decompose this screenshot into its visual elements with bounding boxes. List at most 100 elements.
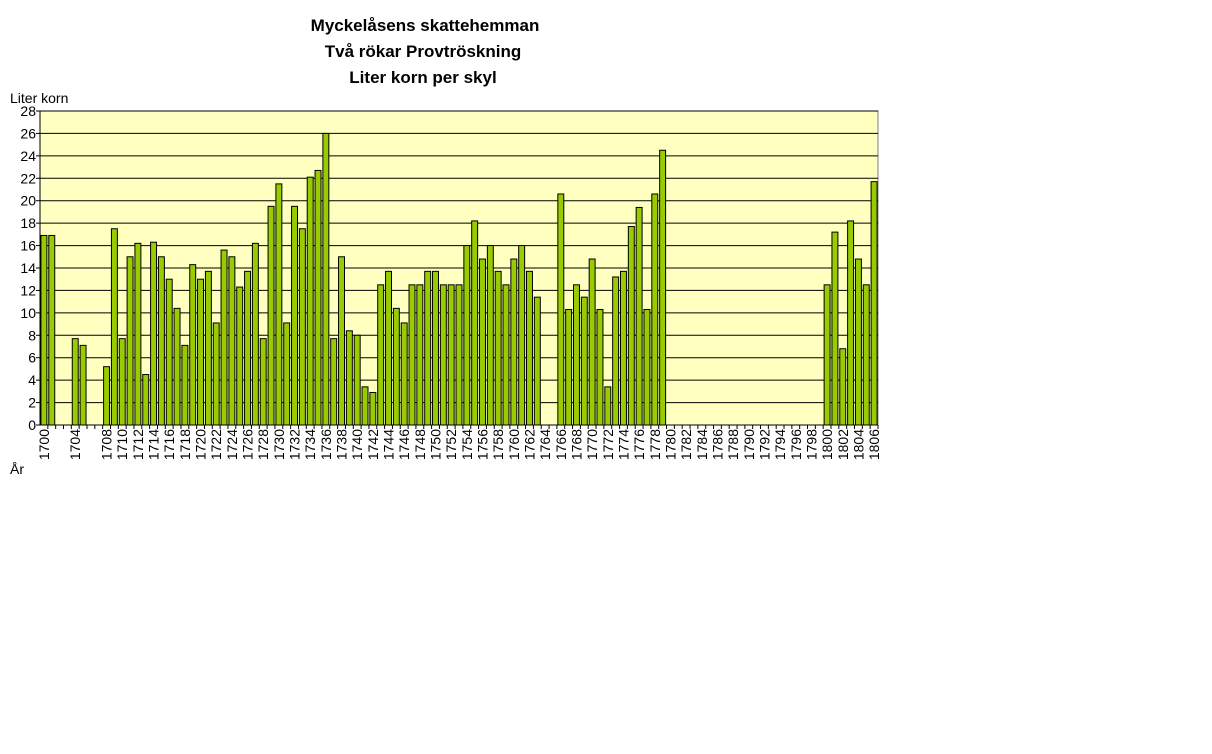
x-tick-label: 1772 xyxy=(600,429,616,460)
y-tick-label: 2 xyxy=(28,395,36,411)
x-tick-label: 1732 xyxy=(287,429,303,460)
bar xyxy=(267,205,275,426)
bar xyxy=(839,348,847,426)
bar xyxy=(173,307,181,426)
bar xyxy=(369,391,377,426)
x-tick-label: 1708 xyxy=(99,429,115,460)
bar xyxy=(71,338,79,426)
x-tick-label: 1778 xyxy=(647,429,663,460)
bar xyxy=(48,234,56,426)
bar xyxy=(330,338,338,426)
x-tick-label: 1774 xyxy=(615,429,631,460)
x-tick-label: 1784 xyxy=(694,429,710,460)
bar xyxy=(251,242,259,426)
x-tick-label: 1786 xyxy=(709,429,725,460)
bar xyxy=(862,284,870,426)
x-tick-label: 1752 xyxy=(443,429,459,460)
bar xyxy=(361,386,369,426)
x-tick-label: 1800 xyxy=(819,429,835,460)
bar xyxy=(580,296,588,426)
x-tick-label: 1766 xyxy=(553,429,569,460)
bar xyxy=(526,270,533,426)
bar xyxy=(338,256,345,426)
bar xyxy=(306,176,314,426)
y-tick-label: 28 xyxy=(20,103,36,119)
bar xyxy=(298,228,306,426)
bar xyxy=(259,338,267,426)
x-tick-label: 1754 xyxy=(459,429,475,460)
x-tick-label: 1802 xyxy=(835,429,851,460)
x-tick-label: 1740 xyxy=(349,429,365,460)
bar xyxy=(619,270,627,426)
bar xyxy=(322,132,330,426)
bar xyxy=(345,330,353,426)
x-tick-label: 1792 xyxy=(756,429,772,460)
bar xyxy=(471,220,479,426)
x-tick-label: 1782 xyxy=(678,429,694,460)
x-tick-label: 1806 xyxy=(866,429,882,460)
x-tick-label: 1730 xyxy=(271,429,287,460)
bar xyxy=(424,270,432,426)
bar xyxy=(479,258,486,426)
bar xyxy=(283,322,291,426)
y-tick-label: 8 xyxy=(28,327,36,343)
x-tick-label: 1764 xyxy=(537,429,553,460)
bar xyxy=(408,284,416,426)
x-tick-label: 1718 xyxy=(177,429,193,460)
x-tick-label: 1712 xyxy=(130,429,146,460)
bar xyxy=(588,258,596,426)
bar xyxy=(40,234,48,426)
bar xyxy=(220,249,228,426)
bar xyxy=(870,181,878,426)
y-tick-label: 6 xyxy=(28,350,36,366)
bar xyxy=(142,374,150,426)
bar xyxy=(291,205,299,426)
bar xyxy=(533,296,541,426)
y-tick-label: 18 xyxy=(20,215,36,231)
x-tick-label: 1768 xyxy=(568,429,584,460)
bar xyxy=(126,256,134,426)
x-tick-label: 1720 xyxy=(193,429,209,460)
x-tick-label: 1738 xyxy=(334,429,350,460)
bar xyxy=(275,183,283,426)
x-tick-label: 1742 xyxy=(365,429,381,460)
x-tick-label: 1762 xyxy=(521,429,537,460)
bar xyxy=(244,270,252,426)
bar xyxy=(596,308,604,426)
x-tick-label: 1748 xyxy=(412,429,428,460)
x-tick-label: 1716 xyxy=(161,429,177,460)
bar xyxy=(189,264,197,426)
chart-title: Myckelåsens skattehemman xyxy=(311,16,540,35)
bar xyxy=(150,241,158,426)
bar xyxy=(400,322,408,426)
x-tick-label: 1710 xyxy=(114,429,130,460)
bar xyxy=(204,270,212,426)
bar xyxy=(659,149,667,426)
x-tick-label: 1750 xyxy=(428,429,444,460)
x-tick-label: 1794 xyxy=(772,429,788,460)
bar xyxy=(134,242,142,426)
bar xyxy=(385,270,392,426)
x-tick-label: 1788 xyxy=(725,429,741,460)
x-tick-label: 1736 xyxy=(318,429,334,460)
x-tick-label: 1728 xyxy=(255,429,271,460)
bar xyxy=(118,338,126,426)
bar xyxy=(353,334,361,426)
y-tick-label: 10 xyxy=(20,305,36,321)
bar xyxy=(314,169,322,426)
x-tick-label: 1734 xyxy=(302,429,318,460)
bar xyxy=(157,256,165,426)
x-tick-label: 1804 xyxy=(850,429,866,460)
bar xyxy=(416,284,424,426)
x-tick-label: 1790 xyxy=(741,429,757,460)
bar xyxy=(486,245,494,426)
bar xyxy=(455,284,463,426)
y-tick-label: 20 xyxy=(20,193,36,209)
bar xyxy=(831,231,839,426)
bar xyxy=(463,245,471,426)
bar xyxy=(79,344,87,426)
x-tick-label: 1770 xyxy=(584,429,600,460)
x-tick-label: 1700 xyxy=(36,429,52,460)
bar xyxy=(212,322,220,426)
y-tick-label: 26 xyxy=(20,125,36,141)
